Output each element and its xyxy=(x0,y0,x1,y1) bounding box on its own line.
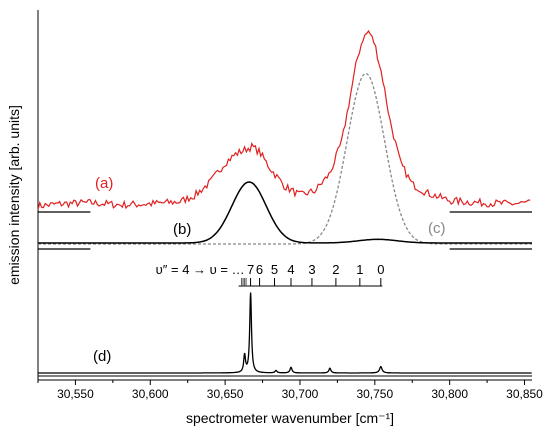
series-c-label: (c) xyxy=(428,220,446,237)
ladder-level-label: 0 xyxy=(377,262,384,277)
series-c-line xyxy=(38,72,532,245)
series-a-label: (a) xyxy=(95,175,113,192)
series-d-line xyxy=(38,292,532,374)
series-layer xyxy=(37,29,532,377)
x-tick-label: 30,650 xyxy=(207,387,244,401)
x-tick-label: 30,850 xyxy=(506,387,543,401)
vibrational-ladder: 7 6 5 4 3 2 1 0 υ″ = 4 → υ = … xyxy=(156,262,384,287)
ladder-level-label: 4 xyxy=(287,262,294,277)
plot-frame xyxy=(37,10,532,381)
x-tick-label: 30,600 xyxy=(132,387,169,401)
series-b-line xyxy=(38,181,532,244)
series-a-line xyxy=(37,29,531,210)
ladder-prefix: υ″ = 4 → υ = … xyxy=(156,262,245,277)
x-axis-ticks: 30,550 30,600 30,650 30,700 30,750 30,800 30,8… xyxy=(37,380,543,401)
series-labels: (a) (b) (c) (d) xyxy=(93,175,446,365)
series-d-label: (d) xyxy=(93,348,111,365)
x-tick-label: 30,700 xyxy=(282,387,319,401)
x-axis-label: spectrometer wavenumber [cm⁻¹] xyxy=(186,410,394,426)
series-b-label: (b) xyxy=(173,221,191,238)
x-tick-label: 30,800 xyxy=(431,387,468,401)
ladder-level-label: 7 xyxy=(247,262,254,277)
x-tick-label: 30,550 xyxy=(57,387,94,401)
ladder-level-label: 2 xyxy=(332,262,339,277)
ladder-level-label: 6 xyxy=(256,262,263,277)
ladder-level-label: 1 xyxy=(356,262,363,277)
ladder-level-label: 5 xyxy=(271,262,278,277)
y-axis-label: emission intensity [arb. units] xyxy=(6,105,22,285)
ladder-level-label: 3 xyxy=(308,262,315,277)
x-tick-label: 30,750 xyxy=(356,387,393,401)
